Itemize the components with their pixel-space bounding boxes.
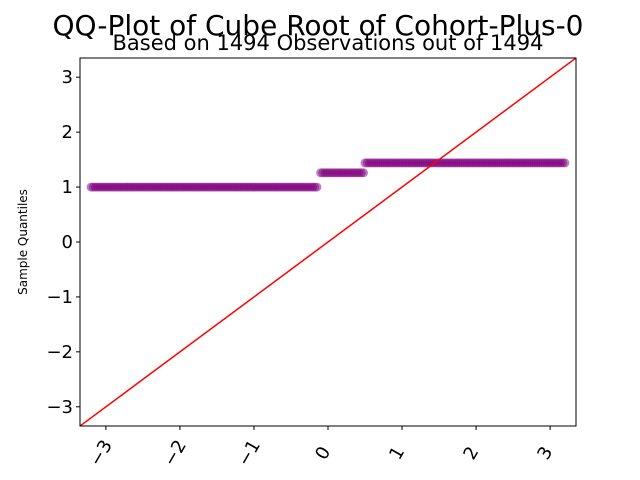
data-points [86, 158, 570, 192]
y-tick-label: −2 [46, 342, 73, 363]
x-tick-label: 1 [385, 443, 409, 463]
data-point [359, 168, 369, 178]
chart-title: QQ-Plot of Cube Root of Cohort-Plus-0 [52, 9, 583, 42]
y-tick-label: −3 [46, 397, 73, 418]
y-tick-label: 0 [62, 232, 73, 253]
x-tick-label: 2 [459, 443, 483, 463]
data-point [312, 182, 322, 192]
y-tick-label: 3 [62, 67, 73, 88]
y-tick-label: 1 [62, 177, 73, 198]
data-point [560, 158, 570, 168]
y-axis: −3 −2 −1 0 1 2 3 [46, 67, 80, 418]
reference-line-group [80, 58, 576, 426]
y-tick-label: −1 [46, 287, 73, 308]
chart-subtitle: Based on 1494 Observations out of 1494 [112, 31, 543, 55]
reference-line [80, 58, 576, 426]
x-axis: −3 −2 −1 0 1 2 3 [85, 426, 557, 470]
x-tick-label: −1 [233, 437, 264, 470]
x-tick-label: 0 [311, 443, 335, 463]
y-axis-label: Sample Quantiles [16, 189, 30, 295]
x-tick-label: −3 [85, 437, 116, 470]
y-tick-label: 2 [62, 122, 73, 143]
x-tick-label: −2 [159, 437, 190, 470]
x-tick-label: 3 [533, 443, 557, 463]
